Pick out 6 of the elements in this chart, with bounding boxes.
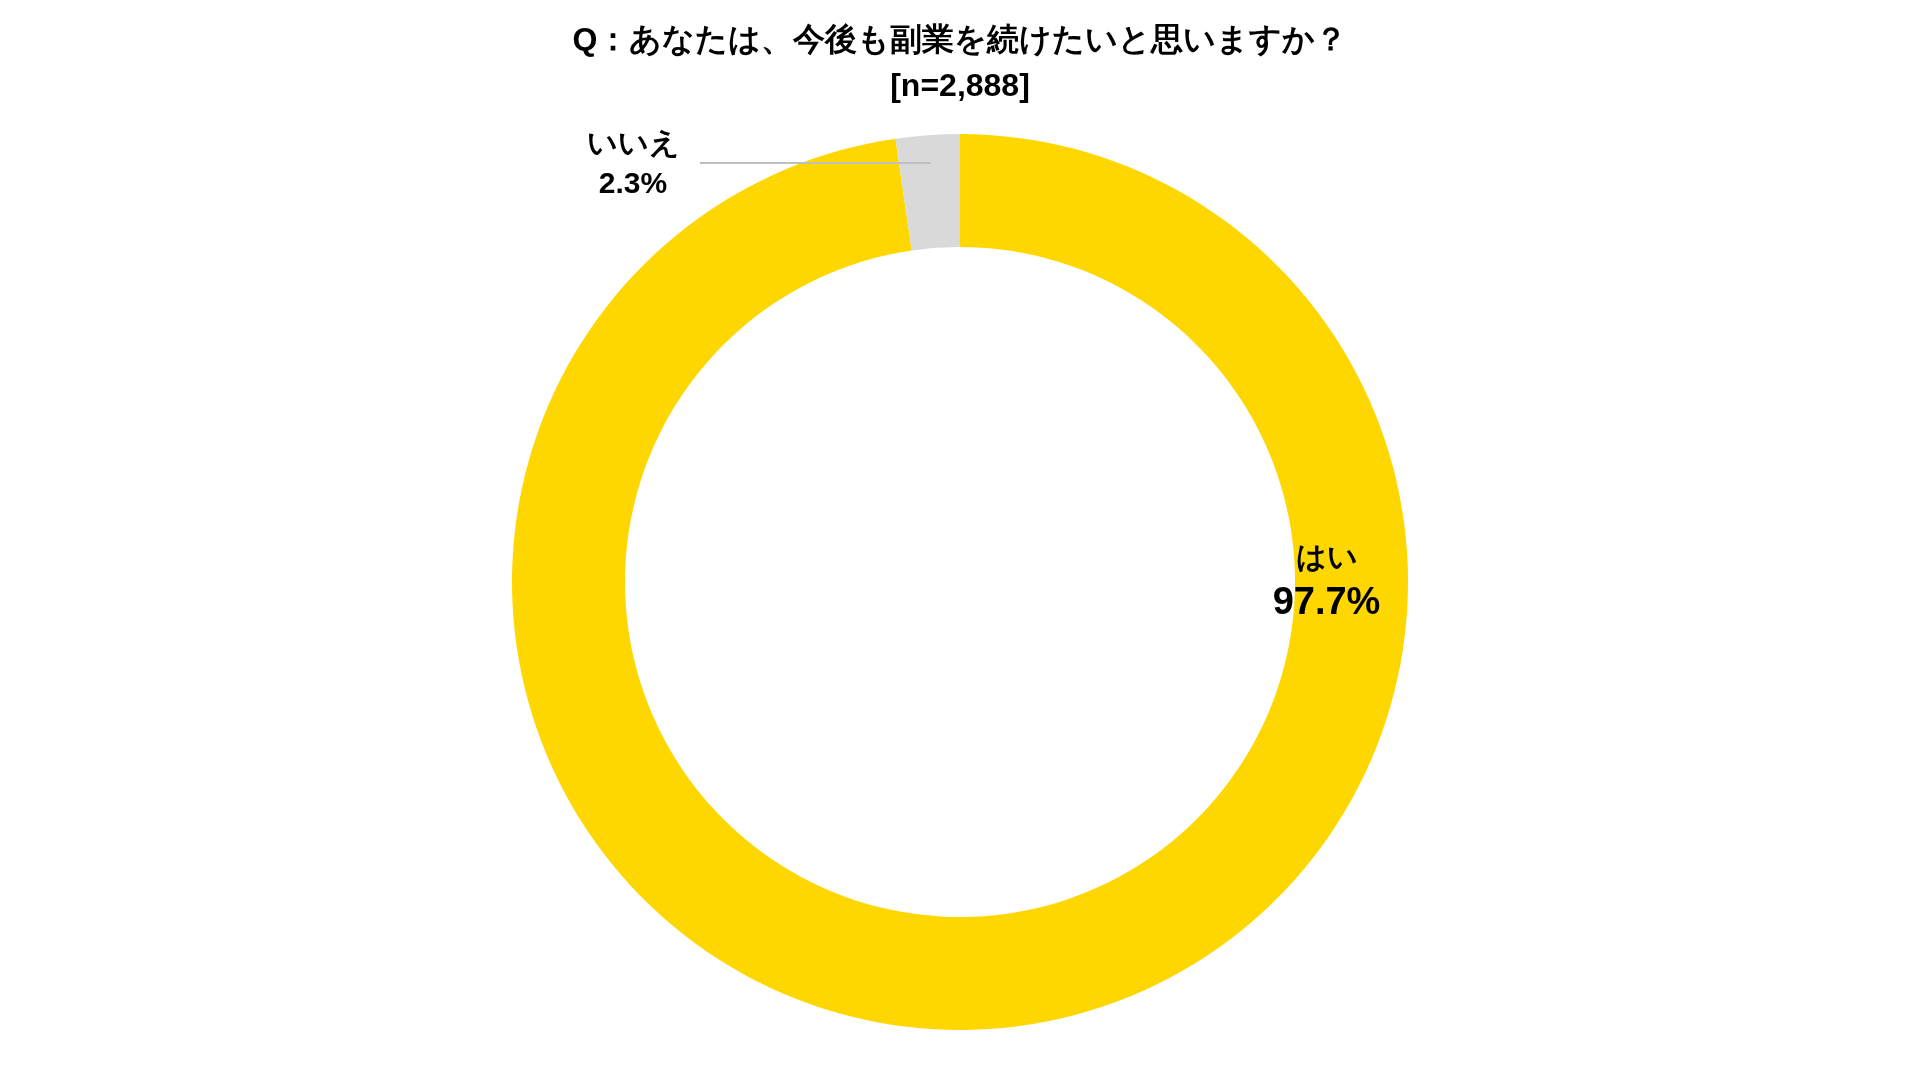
donut-slice — [895, 134, 960, 251]
chart-subtitle: [n=2,888] — [890, 67, 1030, 103]
slice-label: いいえ — [586, 126, 680, 159]
slice-label: はい — [1295, 540, 1358, 573]
data-label: 2.3% — [598, 166, 668, 199]
chart-title: Q：あなたは、今後も副業を続けたいと思いますか？ — [572, 21, 1348, 57]
